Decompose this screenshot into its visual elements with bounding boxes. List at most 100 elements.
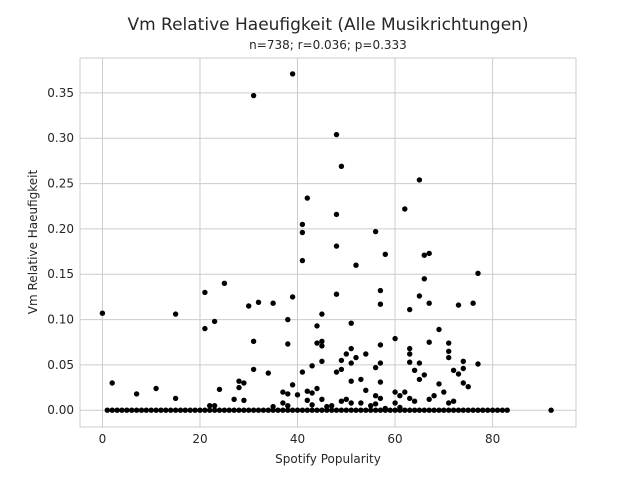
data-point	[314, 323, 320, 329]
data-point	[168, 407, 174, 413]
chart-subtitle: n=738; r=0.036; p=0.333	[249, 38, 407, 52]
data-point	[319, 407, 325, 413]
data-point	[353, 262, 359, 268]
data-point	[148, 407, 154, 413]
data-point	[182, 407, 188, 413]
data-point	[475, 270, 481, 276]
data-points	[99, 71, 554, 413]
data-point	[377, 287, 384, 294]
data-point	[455, 302, 462, 308]
data-point	[368, 407, 374, 413]
data-point	[446, 400, 452, 406]
data-point	[202, 407, 208, 413]
data-point	[319, 343, 325, 349]
data-point	[324, 403, 330, 410]
data-point	[416, 360, 423, 366]
data-point	[348, 360, 354, 366]
data-point	[309, 363, 315, 369]
data-point	[475, 407, 481, 413]
data-point	[236, 407, 242, 413]
data-point	[309, 390, 315, 396]
data-point	[407, 407, 413, 413]
data-point	[441, 407, 447, 413]
x-tick-label: 40	[290, 432, 305, 446]
data-point	[309, 407, 315, 413]
data-point	[407, 395, 413, 402]
data-point	[285, 403, 291, 409]
data-point	[397, 393, 403, 399]
data-point	[416, 293, 423, 299]
data-point	[280, 400, 286, 406]
data-point	[372, 407, 379, 413]
data-point	[309, 402, 315, 408]
data-point	[372, 228, 379, 235]
data-point	[343, 396, 349, 402]
data-point	[450, 367, 457, 373]
data-point	[377, 342, 384, 348]
data-point	[241, 407, 247, 413]
y-tick-label: 0.05	[47, 358, 74, 372]
data-point	[407, 359, 413, 365]
data-point	[338, 407, 345, 413]
data-point	[109, 407, 115, 413]
x-axis-label: Spotify Popularity	[275, 452, 381, 466]
data-point	[460, 365, 466, 372]
data-point	[221, 280, 228, 286]
data-point	[319, 396, 325, 402]
data-point	[289, 407, 296, 413]
data-point	[338, 398, 345, 404]
data-point	[211, 403, 218, 409]
data-point	[392, 335, 398, 342]
data-point	[216, 386, 223, 393]
data-point	[402, 407, 408, 413]
data-point	[299, 221, 306, 228]
data-point	[250, 92, 257, 99]
data-point	[319, 311, 325, 317]
data-point	[207, 403, 213, 409]
data-point	[270, 300, 276, 306]
data-point	[426, 339, 432, 345]
data-point	[480, 407, 486, 413]
data-point	[314, 340, 320, 346]
data-point	[426, 300, 432, 306]
data-point	[455, 407, 462, 413]
data-point	[411, 407, 418, 413]
data-point	[441, 389, 447, 395]
data-point	[387, 407, 393, 413]
data-point	[421, 276, 427, 282]
data-point	[436, 381, 442, 387]
data-point	[353, 354, 359, 361]
data-point	[489, 407, 496, 413]
data-point	[119, 407, 125, 413]
data-point	[329, 407, 335, 413]
data-point	[377, 379, 384, 385]
data-point	[275, 407, 281, 413]
data-point	[407, 351, 413, 357]
data-point	[153, 385, 159, 392]
data-point	[255, 407, 262, 413]
data-point	[314, 385, 320, 392]
data-point	[446, 407, 452, 413]
data-point	[211, 318, 218, 325]
data-point	[172, 407, 179, 413]
data-point	[104, 407, 111, 413]
data-point	[241, 397, 247, 403]
data-point	[460, 380, 466, 386]
data-point	[494, 407, 501, 413]
data-point	[129, 407, 135, 413]
data-point	[348, 378, 354, 384]
data-point	[436, 407, 442, 413]
data-point	[138, 407, 145, 413]
data-point	[289, 382, 296, 388]
data-point	[172, 311, 179, 317]
data-point	[294, 407, 301, 413]
data-point	[294, 392, 301, 398]
data-point	[304, 407, 310, 413]
data-point	[304, 388, 310, 394]
data-point	[153, 407, 159, 413]
data-point	[382, 405, 388, 412]
data-point	[163, 407, 169, 413]
data-point	[221, 407, 228, 413]
data-point	[226, 407, 232, 413]
